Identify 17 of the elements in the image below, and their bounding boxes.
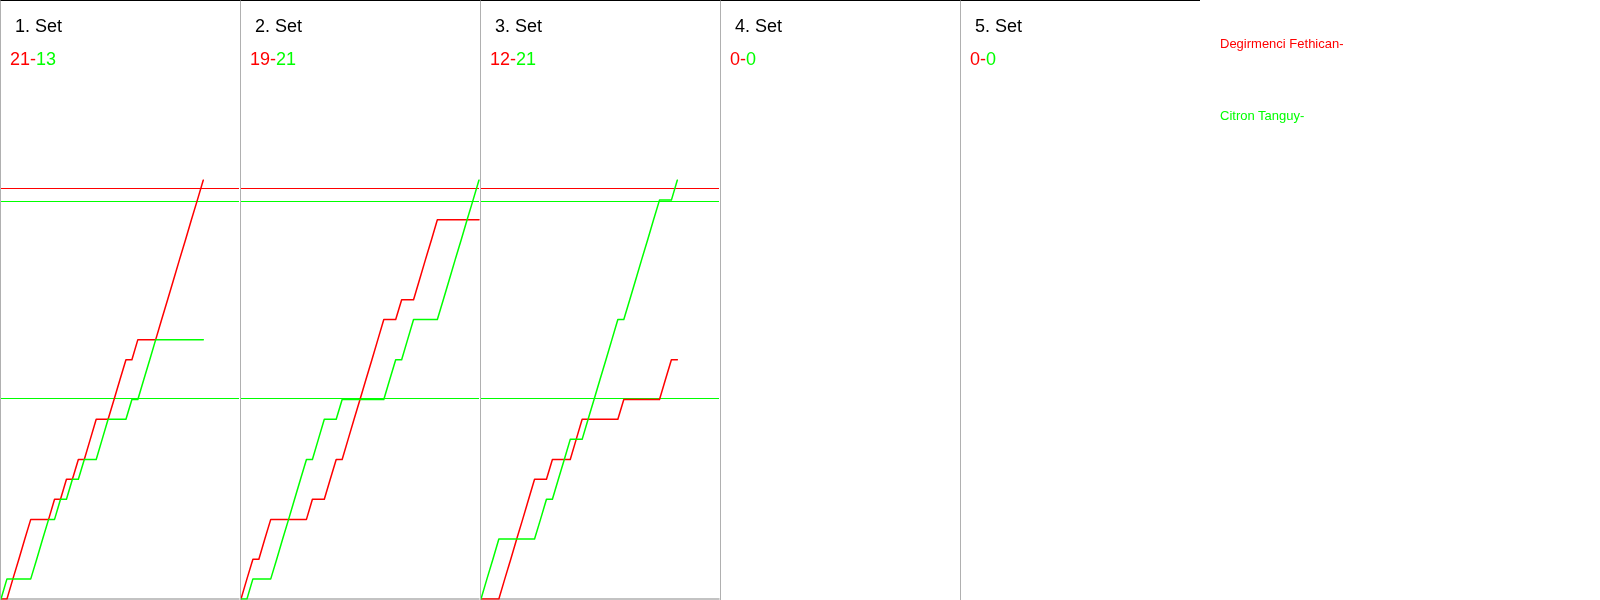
text: 4. Set — [735, 16, 783, 36]
text: 0- — [970, 49, 987, 69]
text: 0 — [986, 49, 997, 69]
text: Citron Tanguy- — [1220, 108, 1305, 123]
text: 0- — [730, 49, 747, 69]
text: 13 — [36, 49, 57, 69]
text: 5. Set — [975, 16, 1023, 36]
text: 0 — [746, 49, 757, 69]
chart-title: 1. Set — [15, 16, 63, 36]
text: Degirmenci Fethican- — [1220, 36, 1344, 51]
text: 19- — [250, 49, 277, 69]
text: 12- — [490, 49, 517, 69]
chart-title: 3. Set — [495, 16, 543, 36]
chart-title: 2. Set — [255, 16, 303, 36]
text: 21 — [516, 49, 537, 69]
text: 21- — [10, 49, 37, 69]
text: 21 — [276, 49, 297, 69]
